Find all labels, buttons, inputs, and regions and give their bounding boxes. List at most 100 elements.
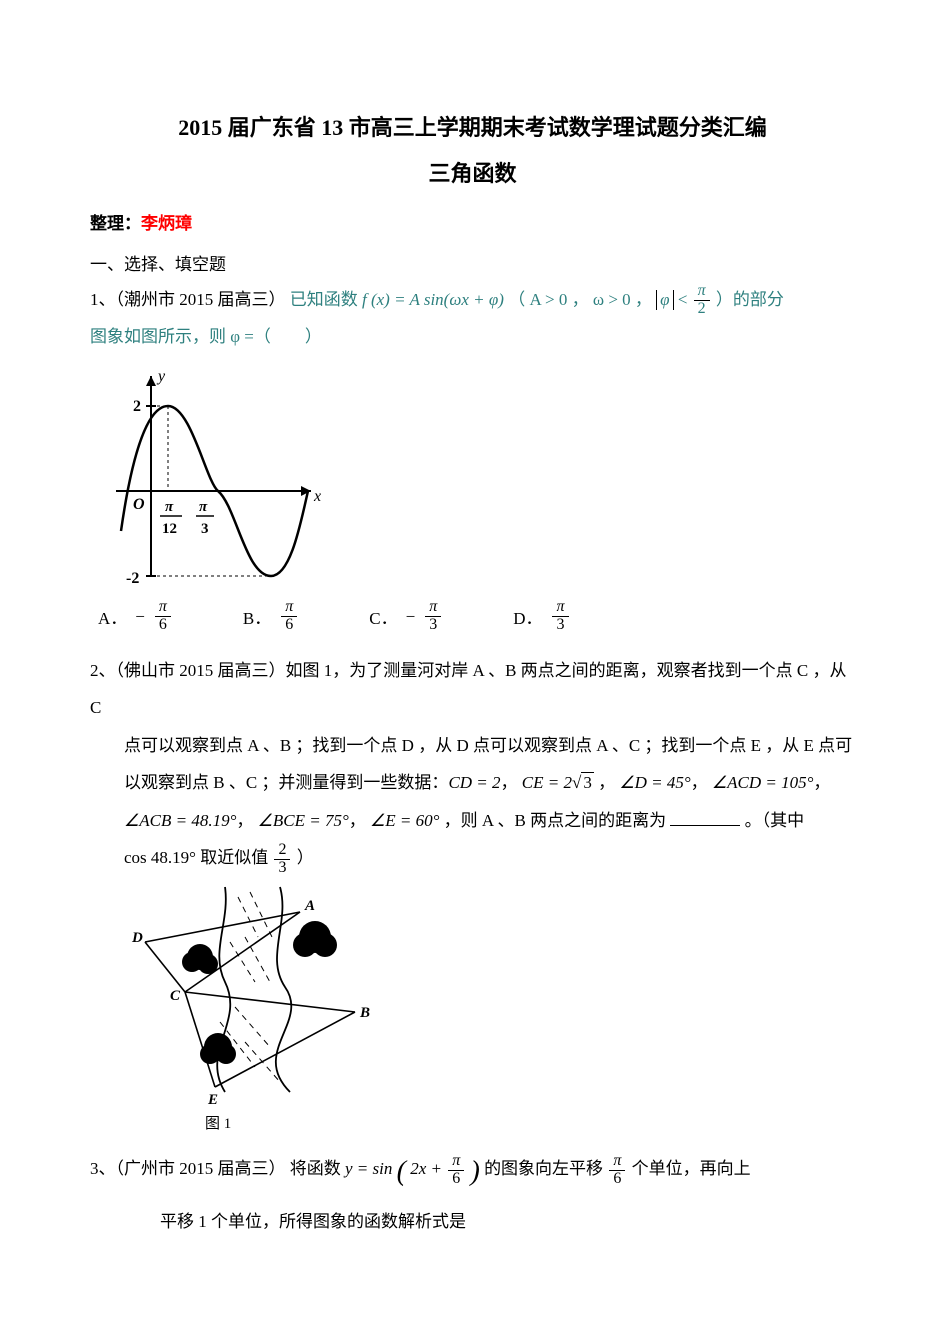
q2-B: B <box>359 1005 370 1021</box>
q2-A: A <box>304 898 315 914</box>
q3-arg1: 2x + <box>410 1159 442 1178</box>
page-root: 2015 届广东省 13 市高三上学期期末考试数学理试题分类汇编 三角函数 整理… <box>0 0 945 1280</box>
question-3: 3、（广州市 2015 届高三） 将函数 y = sin ( 2x + π 6 … <box>90 1141 855 1203</box>
q2-c3: ， <box>691 773 708 792</box>
q2-acb: ∠ACB = 48.19° <box>124 811 236 830</box>
q3-frac1: π 6 <box>448 1153 464 1188</box>
q1-t2n: π <box>199 499 208 515</box>
q1-xlabel: x <box>313 488 321 505</box>
q1c-neg: − <box>406 607 416 627</box>
q1-prefix: 1、（潮州市 2015 届高三） <box>90 290 286 309</box>
q3-f1d: 6 <box>448 1171 464 1188</box>
q2-line5: cos 48.19° 取近似值 2 3 ） <box>90 839 855 876</box>
q1-opt-d-label: D． <box>513 604 542 629</box>
q2-l5b: ） <box>297 848 314 867</box>
q2-bce: ∠BCE = 75° <box>258 811 349 830</box>
q1b-n: π <box>281 599 297 617</box>
q1-opt-d: D． π 3 <box>513 599 570 634</box>
q1-pi-d: 2 <box>694 301 710 318</box>
q1-opt-b: B． π 6 <box>243 599 299 634</box>
q1-t1: 已知函数 <box>290 290 362 309</box>
q1d-d: 3 <box>552 617 568 634</box>
q1-ylabel: y <box>156 368 166 385</box>
q1a-frac: π 6 <box>155 599 171 634</box>
q2-frac-23: 2 3 <box>274 842 290 877</box>
q1d-frac: π 3 <box>552 599 568 634</box>
q2-c4: ， <box>236 811 253 830</box>
q2-c1: ， <box>501 773 518 792</box>
q1-lt: < <box>678 290 688 309</box>
q1-cond-open: （ A > 0 ， ω > 0 ， <box>508 290 652 309</box>
q2-line3: 以观察到点 B 、C ；并测量得到一些数据：CD = 2， CE = 2√3 ，… <box>90 764 855 801</box>
q3-b1: 将函数 <box>290 1159 345 1178</box>
page-subtitle: 三角函数 <box>90 156 855 188</box>
q2-figure: A D C B E 图 1 <box>96 882 855 1133</box>
q1d-n: π <box>552 599 568 617</box>
q1-cond-close: ）的部分 <box>716 290 784 309</box>
q2-blank <box>670 809 740 825</box>
q3-rparen: ) <box>470 1156 479 1187</box>
q1c-frac: π 3 <box>425 599 441 634</box>
q3-b3: 个单位，再向上 <box>632 1159 751 1178</box>
q2-c5: ， <box>349 811 366 830</box>
q1a-n: π <box>155 599 171 617</box>
q2-l4c: 。（其中 <box>745 811 805 830</box>
q2-ce: CE = 2√3 <box>522 773 598 792</box>
q2-sqrt3: 3 <box>581 772 594 792</box>
q1-opt-c: C． − π 3 <box>369 599 443 634</box>
q1-two: 2 <box>133 398 141 415</box>
q1-line2: 图象如图所示，则 φ =（ ） <box>90 318 855 355</box>
q3-frac2: π 6 <box>609 1153 625 1188</box>
q2-fig-caption: 图 1 <box>130 1112 855 1133</box>
q2-c2: ， <box>598 773 615 792</box>
q1-graph-svg: y x 2 -2 O π 12 π 3 <box>96 361 326 591</box>
q2-sqrt: √3 <box>572 764 594 801</box>
q1-figure: y x 2 -2 O π 12 π 3 <box>96 361 855 591</box>
q1-abs-phi: φ <box>656 290 673 310</box>
page-title: 2015 届广东省 13 市高三上学期期末考试数学理试题分类汇编 <box>90 110 855 142</box>
q2-d45: ∠D = 45° <box>619 773 690 792</box>
q1-opt-a: A． − π 6 <box>98 599 173 634</box>
q1a-neg: − <box>135 607 145 627</box>
q3-prefix: 3、（广州市 2015 届高三） <box>90 1159 286 1178</box>
q2-cd: CD = 2 <box>448 773 500 792</box>
q1-t2d: 3 <box>201 521 209 537</box>
q1-f: f (x) = A sin( <box>362 290 449 309</box>
q1b-d: 6 <box>281 617 297 634</box>
q1-opt-a-label: A． <box>98 604 127 629</box>
q1-t1n: π <box>165 499 174 515</box>
section-heading: 一、选择、填空题 <box>90 250 855 275</box>
compiler-line: 整理：李炳璋 <box>90 206 855 242</box>
q2-23n: 2 <box>274 842 290 860</box>
q1-frac-pi2: π 2 <box>694 283 710 318</box>
q2-D: D <box>131 930 143 946</box>
q2-cea: CE = 2 <box>522 773 572 792</box>
compiler-label: 整理： <box>90 214 141 233</box>
q3-lparen: ( <box>397 1156 406 1187</box>
q1b-frac: π 6 <box>281 599 297 634</box>
question-2: 2、（佛山市 2015 届高三）如图 1，为了测量河对岸 A 、B 两点之间的距… <box>90 652 855 727</box>
q2-l3a: 以观察到点 B 、C ；并测量得到一些数据： <box>124 773 448 792</box>
q1-body: 已知函数 f (x) = A sin(ωx + φ) （ A > 0 ， ω >… <box>290 290 784 309</box>
q2-e60: ∠E = 60° <box>370 811 439 830</box>
q1-close: ) <box>498 290 504 309</box>
q2-fig-svg: A D C B E <box>130 882 380 1112</box>
q2-line4: ∠ACB = 48.19°， ∠BCE = 75°， ∠E = 60° ，则 A… <box>90 802 855 839</box>
q3-yeq: y = sin <box>345 1159 392 1178</box>
compiler-name: 李炳璋 <box>141 214 192 233</box>
q1-opt-b-label: B． <box>243 604 271 629</box>
q3-f2n: π <box>609 1153 625 1171</box>
q1c-d: 3 <box>425 617 441 634</box>
q1-phi: φ <box>660 290 669 309</box>
q3-func: y = sin ( 2x + π 6 ) <box>345 1159 484 1178</box>
q3-f1n: π <box>448 1153 464 1171</box>
q1-t1d: 12 <box>162 521 177 537</box>
q1-neg2: -2 <box>126 570 139 587</box>
q1-pi-n: π <box>694 283 710 301</box>
q1-origin: O <box>133 496 145 513</box>
q2-C: C <box>170 988 181 1004</box>
q3-line2: 平移 1 个单位，所得图象的函数解析式是 <box>90 1203 855 1240</box>
q1-arg: ωx + φ <box>449 290 498 309</box>
q1-opt-c-label: C． <box>369 604 397 629</box>
q2-acd: ∠ACD = 105° <box>712 773 814 792</box>
